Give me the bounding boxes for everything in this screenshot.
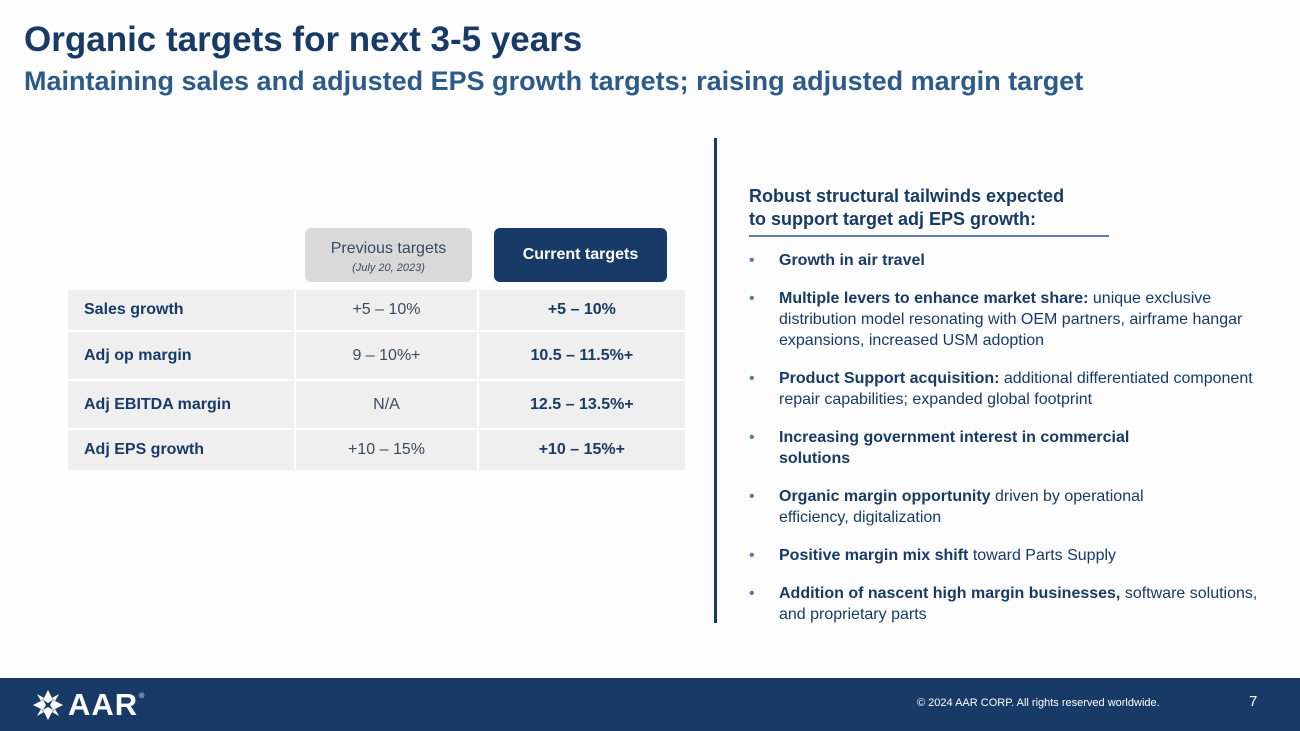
bullet-text: software solutions, and proprietary part… bbox=[779, 585, 1258, 623]
bullet-bold: Growth in air travel bbox=[779, 252, 925, 269]
previous-targets-label: Previous targets bbox=[330, 240, 447, 257]
list-item: • Multiple levers to enhance market share… bbox=[749, 288, 1269, 351]
list-item: • Increasing government interest in comme… bbox=[749, 427, 1269, 469]
aar-logo: AAR ® bbox=[32, 687, 145, 722]
bullet-bold: Multiple levers to enhance market share: bbox=[779, 290, 1089, 307]
tailwinds-heading: Robust structural tailwinds expected to … bbox=[749, 185, 1109, 237]
page-subtitle: Maintaining sales and adjusted EPS growt… bbox=[24, 66, 1084, 96]
previous-value-cell: N/A bbox=[296, 381, 479, 428]
bullet-icon: • bbox=[749, 429, 755, 446]
list-item: • Organic margin opportunity driven by op… bbox=[749, 486, 1269, 528]
current-value-cell: +10 – 15%+ bbox=[538, 441, 625, 458]
bullet-bold: Product Support acquisition: bbox=[779, 370, 1000, 387]
bullet-icon: • bbox=[749, 370, 755, 387]
bullet-text: driven by operational efficiency, digita… bbox=[779, 488, 1144, 526]
current-value-cell: +5 – 10% bbox=[547, 301, 616, 318]
page-title: Organic targets for next 3-5 years bbox=[24, 20, 583, 59]
table-row: Sales growth +5 – 10% +5 – 10% bbox=[68, 290, 685, 332]
vertical-divider bbox=[714, 138, 717, 623]
bullet-icon: • bbox=[749, 488, 755, 505]
list-item: • Positive margin mix shift toward Parts … bbox=[749, 545, 1269, 566]
bullet-text: additional differentiated component repa… bbox=[779, 370, 1253, 408]
tailwinds-heading-line1: Robust structural tailwinds expected bbox=[749, 186, 1065, 206]
aar-star-icon bbox=[33, 690, 63, 720]
bullet-text: toward Parts Supply bbox=[968, 547, 1117, 564]
bullet-bold: Addition of nascent high margin business… bbox=[779, 585, 1121, 602]
metric-cell: Sales growth bbox=[68, 290, 297, 330]
metric-cell: Adj EPS growth bbox=[68, 430, 297, 470]
list-item: • Addition of nascent high margin busines… bbox=[749, 583, 1269, 625]
footer-bar: AAR ® © 2024 AAR CORP. All rights reserv… bbox=[0, 678, 1300, 731]
bullet-bold: Organic margin opportunity bbox=[779, 488, 991, 505]
tailwinds-list: • Growth in air travel • Multiple levers t… bbox=[749, 250, 1269, 625]
current-value-cell: 10.5 – 11.5%+ bbox=[530, 346, 634, 364]
bullet-text: unique exclusive distribution model reso… bbox=[779, 290, 1243, 349]
previous-targets-header: Previous targets (July 20, 2023) bbox=[305, 228, 472, 282]
current-targets-header: Current targets bbox=[494, 228, 667, 282]
previous-value-cell: 9 – 10%+ bbox=[296, 332, 479, 379]
logo-text: AAR bbox=[68, 687, 139, 722]
tailwinds-heading-line2: to support target adj EPS growth: bbox=[749, 209, 1036, 229]
bullet-icon: • bbox=[749, 585, 755, 602]
table-row: Adj EBITDA margin N/A 12.5 – 13.5%+ bbox=[68, 381, 685, 430]
bullet-icon: • bbox=[749, 252, 755, 269]
previous-targets-date: (July 20, 2023) bbox=[352, 262, 425, 274]
page-number: 7 bbox=[1249, 693, 1258, 710]
table-row: Adj EPS growth +10 – 15% +10 – 15%+ bbox=[68, 430, 685, 470]
targets-table: Sales growth +5 – 10% +5 – 10% Adj op ma… bbox=[68, 290, 685, 470]
current-value-cell: 12.5 – 13.5%+ bbox=[530, 395, 634, 413]
metric-cell: Adj op margin bbox=[68, 332, 297, 379]
list-item: • Product Support acquisition: additional… bbox=[749, 368, 1269, 410]
table-row: Adj op margin 9 – 10%+ 10.5 – 11.5%+ bbox=[68, 332, 685, 381]
registered-mark: ® bbox=[139, 693, 145, 700]
metric-cell: Adj EBITDA margin bbox=[68, 381, 297, 428]
bullet-bold: Positive margin mix shift bbox=[779, 547, 969, 564]
copyright-notice: © 2024 AAR CORP. All rights reserved wor… bbox=[917, 697, 1160, 709]
list-item: • Growth in air travel bbox=[749, 250, 1269, 271]
previous-value-cell: +5 – 10% bbox=[296, 290, 479, 330]
bullet-icon: • bbox=[749, 290, 755, 307]
previous-value-cell: +10 – 15% bbox=[296, 430, 479, 470]
bullet-bold: Increasing government interest in commer… bbox=[779, 429, 1130, 467]
bullet-icon: • bbox=[749, 547, 755, 564]
